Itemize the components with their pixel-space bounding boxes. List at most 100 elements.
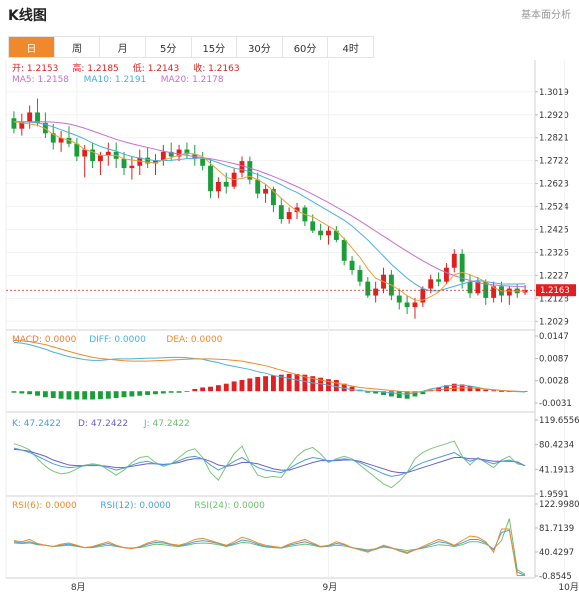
candle-26 <box>215 181 221 192</box>
tab-2[interactable]: 月 <box>100 37 146 57</box>
candle-52 <box>420 288 426 303</box>
candle-41 <box>333 230 339 240</box>
tab-5[interactable]: 30分 <box>237 37 283 57</box>
candle-19 <box>160 151 166 160</box>
candle-33 <box>270 188 276 206</box>
candle-46 <box>373 288 379 296</box>
macd-bar-22 <box>184 391 190 393</box>
candle-2 <box>27 112 33 122</box>
macd-bar-13 <box>113 391 119 398</box>
period-tabs: 日周月 5分 15分 30分 60分 4时 <box>8 36 374 58</box>
ma-legend-0: MA5: 1.2158 <box>12 75 69 85</box>
candle-39 <box>318 230 324 236</box>
candle-56 <box>451 253 457 268</box>
price-tick-8: 1.2227 <box>539 271 569 281</box>
macd-bar-2 <box>27 391 33 395</box>
kdj-d-line <box>13 448 526 474</box>
candle-3 <box>35 112 40 123</box>
price-tick-5: 1.2524 <box>539 203 569 213</box>
macd-bar-52 <box>420 391 426 395</box>
candle-45 <box>365 281 371 296</box>
candle-12 <box>105 151 111 156</box>
kdj-tick-1: 80.4234 <box>539 441 574 451</box>
rsi-tick-2: 40.4297 <box>539 548 574 558</box>
macd-bar-36 <box>294 373 300 392</box>
candle-57 <box>459 253 465 282</box>
kdj-legend-0: K: 47.2422 <box>12 419 61 429</box>
price-tick-9: 1.2128 <box>539 294 569 304</box>
candle-24 <box>200 158 206 166</box>
macd-bar-18 <box>153 391 158 395</box>
macd-bar-37 <box>302 374 308 392</box>
rsi-tick-1: 81.7139 <box>539 524 574 534</box>
macd-bar-45 <box>365 391 371 393</box>
macd-bar-33 <box>270 375 276 392</box>
macd-bar-38 <box>310 376 316 392</box>
candle-36 <box>294 207 300 213</box>
macd-bar-19 <box>160 391 166 394</box>
tab-3[interactable]: 5分 <box>146 37 192 57</box>
macd-bar-61 <box>491 390 497 392</box>
x-label-2: 10月 <box>558 582 578 593</box>
kdj-tick-3: 1.9591 <box>539 490 569 500</box>
candle-43 <box>349 260 355 271</box>
candle-11 <box>97 155 103 162</box>
tab-7[interactable]: 4时 <box>342 43 359 55</box>
price-tick-1: 1.2920 <box>539 111 569 121</box>
macd-tick-0: 0.0147 <box>539 332 569 342</box>
ohlc-legend-3: 收: 1.2163 <box>193 62 239 74</box>
candle-51 <box>412 302 418 308</box>
candle-21 <box>176 149 182 157</box>
tab-4[interactable]: 15分 <box>192 37 238 57</box>
macd-bar-56 <box>451 383 457 392</box>
price-tick-0: 1.3019 <box>539 88 569 98</box>
candle-53 <box>428 279 434 289</box>
macd-bar-60 <box>483 389 489 392</box>
current-price-label: 1.2163 <box>540 286 570 296</box>
macd-bar-9 <box>82 391 88 400</box>
macd-bar-39 <box>318 377 324 392</box>
page-title: K线图 <box>8 8 47 24</box>
candle-60 <box>483 281 489 298</box>
tab-1[interactable]: 周 <box>55 37 101 57</box>
kline-chart: 1.3019 1.2920 1.2821 1.2722 1.2623 1.2524 1.24… <box>5 60 579 593</box>
macd-bar-30 <box>247 378 253 392</box>
candle-44 <box>357 270 363 282</box>
price-tick-10: 1.2029 <box>539 317 569 327</box>
macd-tick-3: -0.0031 <box>539 399 572 409</box>
macd-legend-1: DIFF: 0.0000 <box>89 335 146 345</box>
candle-59 <box>475 281 481 294</box>
candle-27 <box>223 181 229 187</box>
candle-18 <box>153 159 158 164</box>
candle-61 <box>491 286 497 298</box>
rsi-legend-0: RSI(6): 0.0000 <box>12 501 77 511</box>
candle-63 <box>506 288 512 296</box>
macd-bar-59 <box>475 388 481 392</box>
analysis-link[interactable]: 基本面分析 <box>521 10 571 21</box>
candle-1 <box>19 121 25 129</box>
macd-bar-3 <box>35 391 40 396</box>
candle-16 <box>137 157 143 166</box>
macd-bar-4 <box>42 391 48 398</box>
macd-bar-55 <box>443 385 449 392</box>
macd-bar-11 <box>97 391 103 400</box>
macd-bar-34 <box>278 374 284 392</box>
candle-50 <box>404 302 410 308</box>
macd-bar-32 <box>263 376 269 392</box>
candle-55 <box>443 267 449 282</box>
tab-6[interactable]: 60分 <box>283 37 329 57</box>
kdj-k-line <box>13 447 526 477</box>
candle-29 <box>239 161 245 173</box>
ma-legend-1: MA10: 1.2191 <box>84 75 147 85</box>
candle-40 <box>326 230 331 236</box>
candle-42 <box>341 239 347 261</box>
macd-bar-50 <box>404 391 410 399</box>
ma5-line <box>13 121 526 301</box>
macd-bar-21 <box>176 391 182 393</box>
macd-bar-31 <box>255 376 261 392</box>
rsi-legend-2: RSI(24): 0.0000 <box>194 501 265 511</box>
macd-bar-46 <box>373 391 379 394</box>
rsi12-line <box>13 529 526 576</box>
tab-0[interactable]: 日 <box>9 37 55 57</box>
x-label-1: 9月 <box>322 582 337 593</box>
